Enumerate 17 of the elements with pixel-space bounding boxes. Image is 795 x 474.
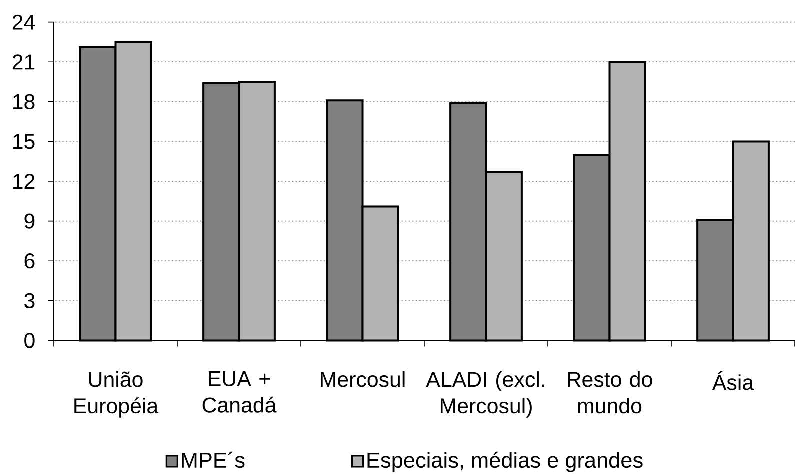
- y-tick-label: 24: [12, 14, 36, 30]
- legend-label: MPE´s: [182, 452, 245, 468]
- x-tick-label: ALADI (excl. Mercosul): [426, 372, 544, 418]
- x-tick-label: Resto do mundo: [568, 372, 652, 414]
- x-tick-label: Mercosul: [321, 372, 405, 388]
- y-tick-label: 21: [12, 54, 35, 70]
- y-tick-label: 9: [24, 214, 35, 229]
- y-tick-label: 12: [13, 174, 35, 189]
- y-tick-label: 15: [13, 134, 35, 150]
- x-tick-label: EUA + Canadá: [202, 372, 277, 413]
- y-tick-label: 0: [24, 333, 35, 348]
- x-tick-label: União Européia: [74, 372, 159, 418]
- x-tick-label: Ásia: [712, 372, 754, 390]
- legend-label: Especiais, médias e grandes: [368, 452, 643, 472]
- y-tick-label: 3: [24, 293, 35, 308]
- y-tick-label: 6: [24, 254, 35, 269]
- y-tick-label: 18: [13, 94, 35, 110]
